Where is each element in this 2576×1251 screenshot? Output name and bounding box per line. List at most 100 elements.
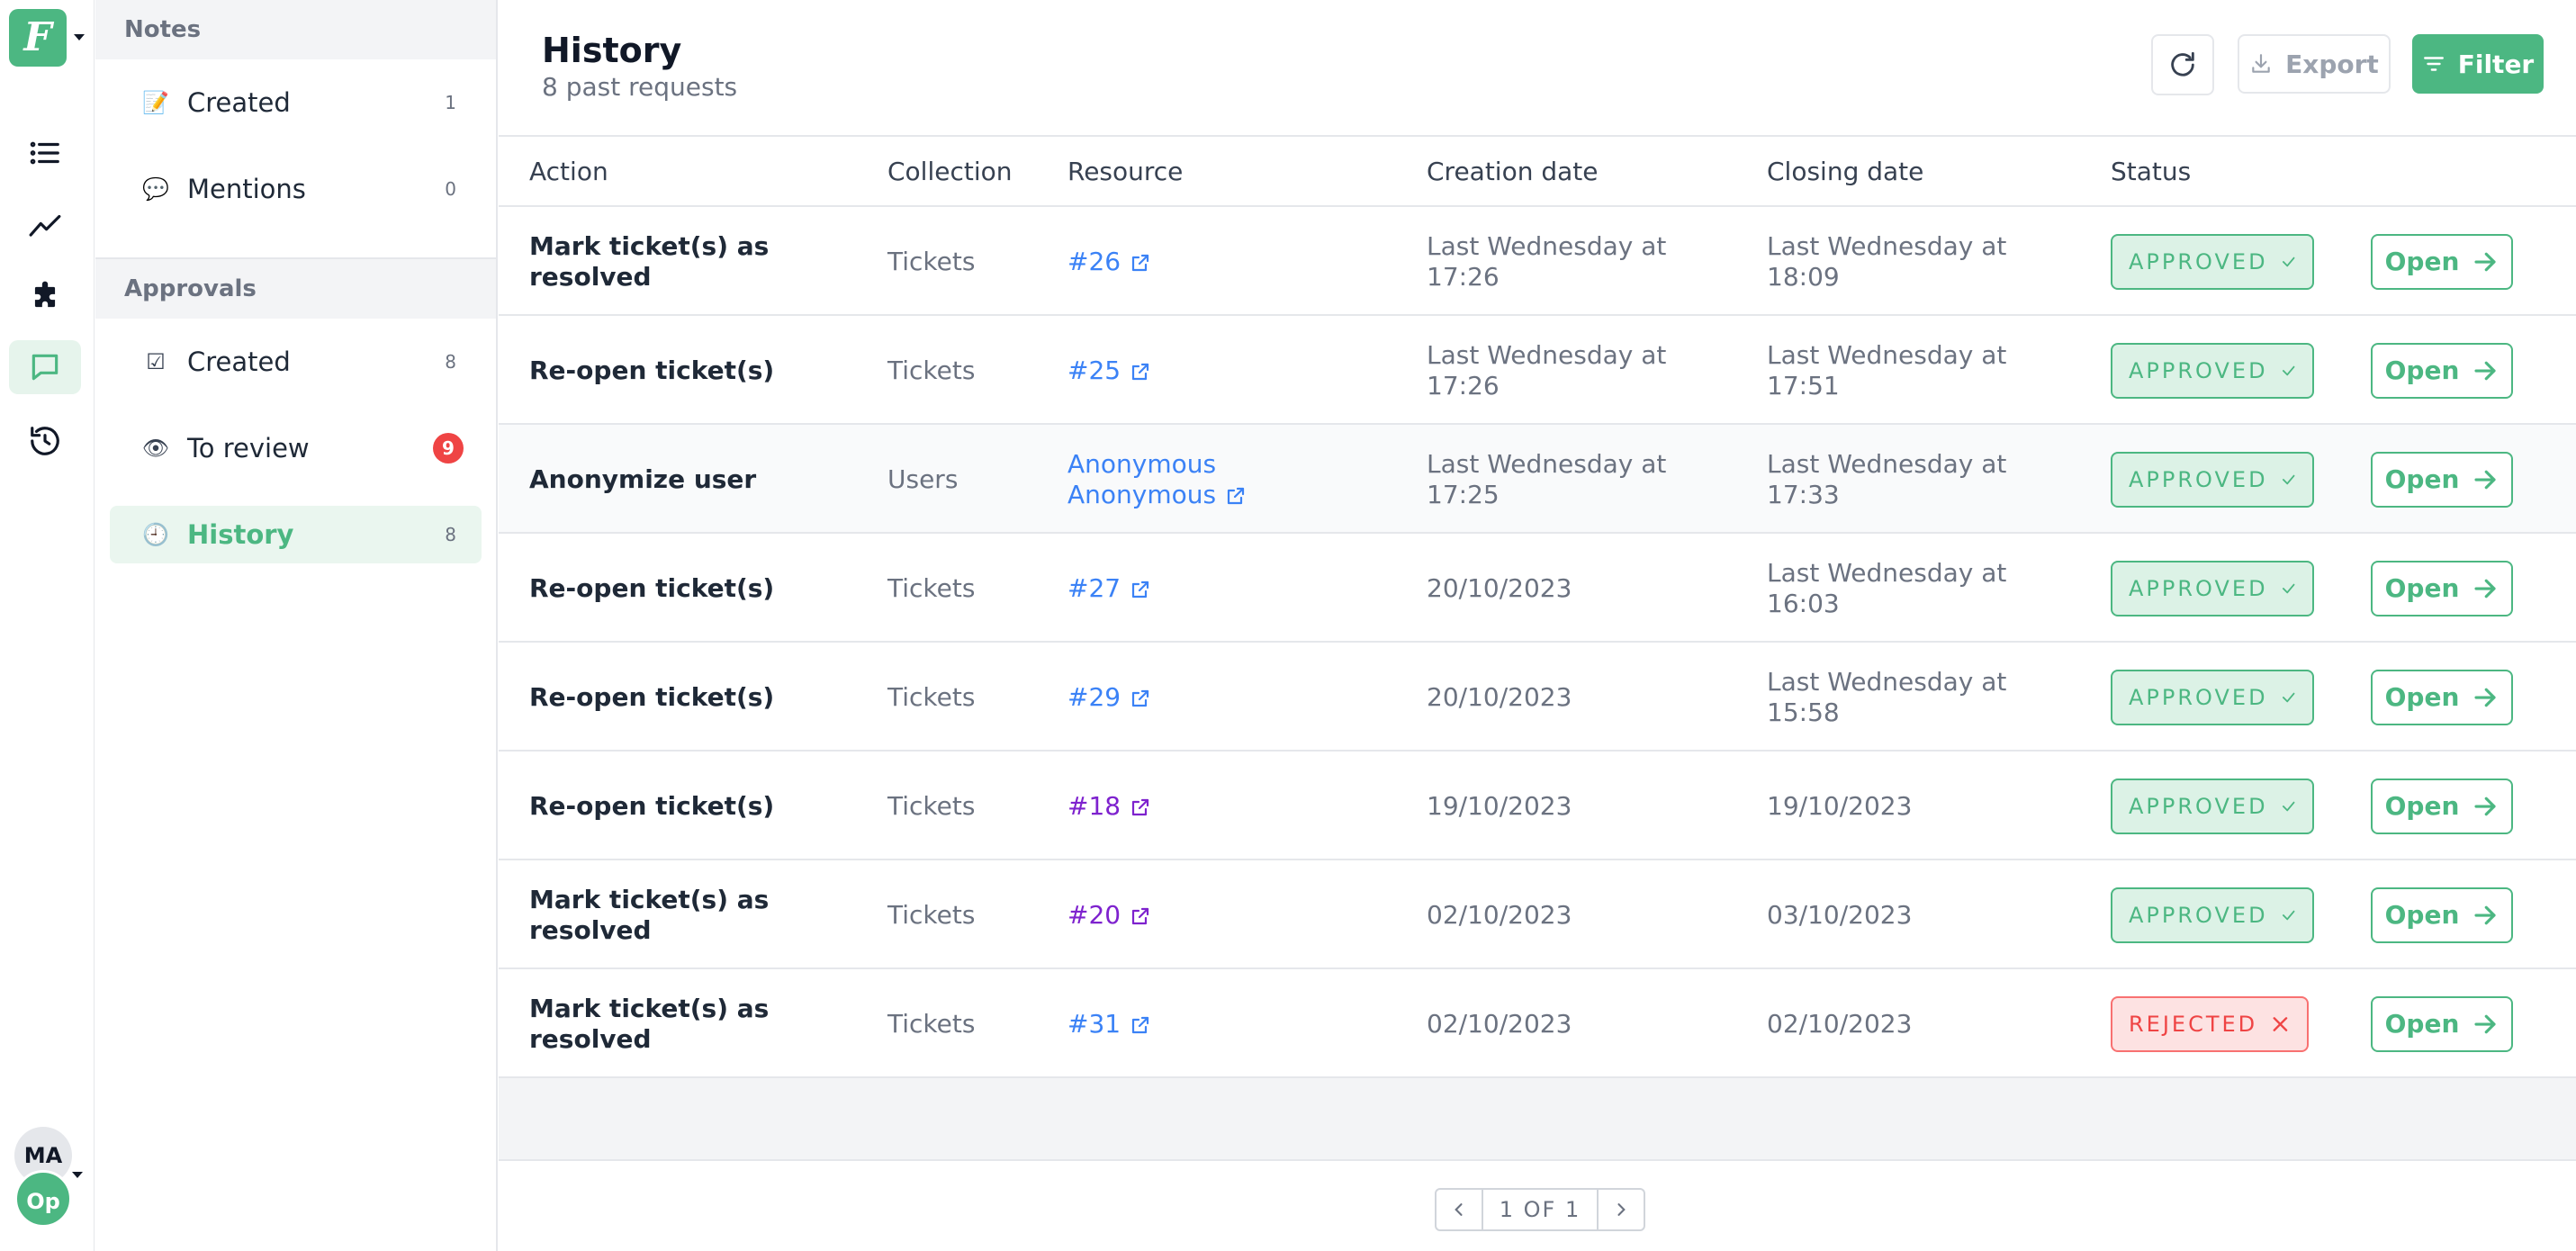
pagination: 1 OF 1 [1435, 1188, 1645, 1231]
creation-date-cell: 20/10/2023 [1427, 681, 1572, 712]
collection-cell: Tickets [887, 1009, 976, 1039]
column-header-closing-date[interactable]: Closing date [1767, 157, 1924, 186]
history-table: Action Collection Resource Creation date… [499, 137, 2576, 1078]
app-logo[interactable]: F [9, 9, 67, 67]
user-avatar[interactable]: MA [14, 1127, 72, 1184]
open-button[interactable]: Open [2371, 886, 2513, 943]
status-badge: APPROVED [2111, 560, 2314, 616]
rail-history-button[interactable] [9, 414, 81, 468]
arrow-right-icon [2474, 796, 2496, 815]
action-cell: Re-open ticket(s) [529, 790, 775, 821]
open-button[interactable]: Open [2371, 778, 2513, 834]
export-label: Export [2285, 49, 2379, 79]
column-header-resource[interactable]: Resource [1067, 157, 1184, 186]
arrow-right-icon [2474, 252, 2496, 271]
resource-link[interactable]: Anonymous Anonymous [1067, 449, 1365, 510]
chevron-right-icon [1617, 1203, 1626, 1216]
column-header-collection[interactable]: Collection [887, 157, 1013, 186]
status-cell: APPROVED [2111, 643, 2314, 752]
sidebar-item-notes-created[interactable]: 📝 Created 1 [110, 59, 482, 146]
puzzle-icon [34, 281, 56, 308]
filter-icon [2423, 57, 2444, 71]
table-row[interactable]: Re-open ticket(s) Tickets #25 Last Wednesda… [499, 316, 2576, 425]
collection-cell: Tickets [887, 791, 976, 821]
creation-date-cell: 02/10/2023 [1427, 899, 1572, 930]
table-row[interactable]: Anonymize user Users Anonymous Anonymous La… [499, 425, 2576, 534]
closing-date-cell: 03/10/2023 [1767, 899, 1913, 930]
previous-page-button[interactable] [1437, 1190, 1482, 1229]
collection-cell: Tickets [887, 900, 976, 930]
caret-down-icon[interactable] [72, 1172, 83, 1178]
table-row[interactable]: Re-open ticket(s) Tickets #29 20/10/2023 Las… [499, 643, 2576, 752]
resource-link-text[interactable]: #25 [1067, 355, 1121, 385]
status-label: APPROVED [2129, 466, 2268, 492]
sidebar-item-approvals-created[interactable]: ☑ Created 8 [110, 319, 482, 405]
table-row[interactable]: Re-open ticket(s) Tickets #27 20/10/2023 Las… [499, 534, 2576, 643]
caret-down-icon[interactable] [74, 34, 85, 40]
filter-button[interactable]: Filter [2412, 34, 2544, 94]
list-icon [30, 141, 59, 165]
rail-list-button[interactable] [9, 126, 81, 180]
next-page-button[interactable] [1599, 1190, 1644, 1229]
closing-date-cell: Last Wednesday at 17:33 [1767, 448, 2007, 509]
sidebar-item-mentions[interactable]: 💬 Mentions 0 [110, 146, 482, 232]
filter-label: Filter [2457, 49, 2535, 79]
resource-link-text[interactable]: #20 [1067, 899, 1121, 930]
resource-link-text[interactable]: #27 [1067, 572, 1121, 603]
open-label: Open [2384, 682, 2460, 712]
open-button[interactable]: Open [2371, 342, 2513, 399]
arrow-right-icon [2474, 470, 2496, 489]
status-cell: APPROVED [2111, 207, 2314, 316]
sidebar-item-history[interactable]: 🕘 History 8 [110, 506, 482, 563]
open-button[interactable]: Open [2371, 560, 2513, 616]
project-avatar[interactable]: Op [14, 1170, 72, 1228]
column-header-action[interactable]: Action [529, 157, 608, 186]
status-label: APPROVED [2129, 902, 2268, 928]
resource-link-text[interactable]: #26 [1067, 246, 1121, 276]
open-cell: Open [2371, 316, 2513, 425]
sidebar-item-label: Created [187, 87, 291, 118]
table-row[interactable]: Mark ticket(s) as resolved Tickets #31 02/1… [499, 969, 2576, 1078]
table-body: Mark ticket(s) as resolved Tickets #26 Last… [499, 207, 2576, 1078]
resource-link-text[interactable]: #31 [1067, 1008, 1121, 1039]
open-button[interactable]: Open [2371, 451, 2513, 508]
rail-analytics-button[interactable] [9, 198, 81, 252]
external-link-icon [1131, 907, 1149, 924]
creation-date-cell: 20/10/2023 [1427, 572, 1572, 603]
table-row[interactable]: Mark ticket(s) as resolved Tickets #26 Last… [499, 207, 2576, 316]
export-button[interactable]: Export [2238, 34, 2391, 94]
resource-link[interactable]: #26 [1067, 247, 1151, 277]
resource-link[interactable]: #18 [1067, 791, 1151, 822]
resource-link-text[interactable]: #18 [1067, 790, 1121, 821]
collection-cell: Users [887, 464, 959, 494]
resource-link[interactable]: #31 [1067, 1009, 1151, 1040]
open-button[interactable]: Open [2371, 233, 2513, 290]
rail-collaboration-button[interactable] [9, 340, 81, 394]
open-label: Open [2384, 1009, 2460, 1039]
status-cell: REJECTED [2111, 969, 2309, 1078]
column-header-creation-date[interactable]: Creation date [1427, 157, 1599, 186]
resource-link[interactable]: #27 [1067, 573, 1151, 604]
column-header-status[interactable]: Status [2111, 157, 2192, 186]
refresh-button[interactable] [2151, 34, 2214, 95]
resource-link-text[interactable]: Anonymous Anonymous [1067, 448, 1217, 509]
sidebar-item-to-review[interactable]: 👁 To review 9 [110, 405, 482, 491]
collection-cell: Tickets [887, 356, 976, 385]
resource-link[interactable]: #25 [1067, 356, 1151, 386]
open-button[interactable]: Open [2371, 669, 2513, 725]
resource-link-text[interactable]: #29 [1067, 681, 1121, 712]
resource-link[interactable]: #20 [1067, 900, 1151, 931]
rail-plugins-button[interactable] [9, 270, 81, 324]
open-button[interactable]: Open [2371, 995, 2513, 1052]
action-cell: Re-open ticket(s) [529, 355, 775, 385]
count-badge: 9 [433, 433, 464, 464]
collaboration-sidebar: Notes 📝 Created 1 💬 Mentions 0 Approvals… [95, 0, 498, 1251]
close-icon [2273, 1016, 2288, 1031]
external-link-icon [1227, 487, 1245, 504]
status-cell: APPROVED [2111, 425, 2314, 534]
page-title: History [542, 31, 682, 70]
table-row[interactable]: Mark ticket(s) as resolved Tickets #20 02/1… [499, 860, 2576, 969]
table-row[interactable]: Re-open ticket(s) Tickets #18 19/10/2023 19/… [499, 752, 2576, 860]
external-link-icon [1131, 689, 1149, 706]
resource-link[interactable]: #29 [1067, 682, 1151, 713]
